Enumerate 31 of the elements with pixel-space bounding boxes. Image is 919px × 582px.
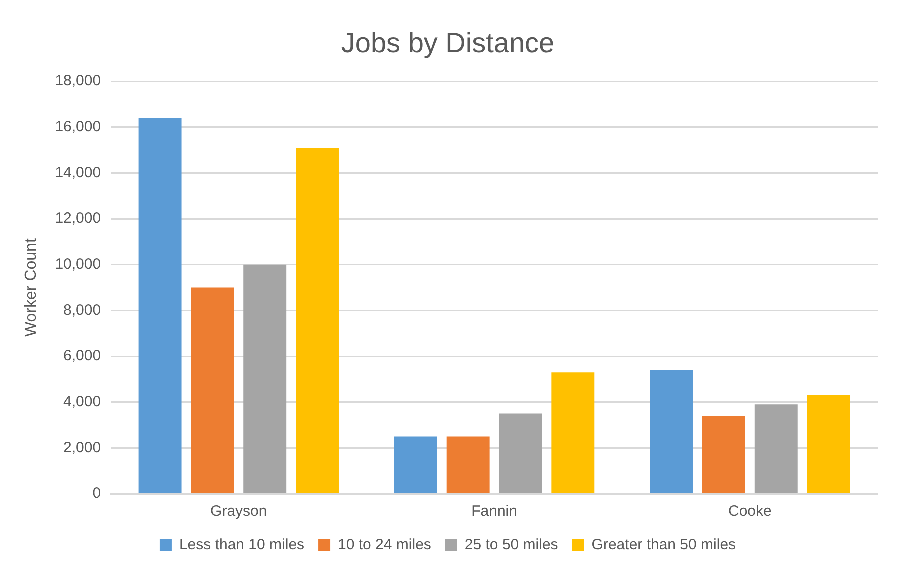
bar — [191, 288, 234, 494]
bar — [499, 414, 542, 494]
legend-label: 10 to 24 miles — [338, 536, 432, 554]
y-tick-label: 0 — [92, 485, 102, 502]
bar — [807, 395, 850, 494]
y-tick-label: 18,000 — [55, 72, 102, 90]
y-tick-label: 6,000 — [64, 348, 102, 365]
chart-title: Jobs by Distance — [341, 28, 555, 59]
y-tick-label: 14,000 — [55, 164, 102, 182]
bar — [702, 416, 746, 494]
bar — [138, 118, 182, 494]
x-tick-label: Grayson — [210, 503, 268, 520]
bar — [394, 436, 438, 494]
y-tick-label: 16,000 — [55, 118, 102, 136]
y-tick-label: 10,000 — [55, 256, 102, 274]
bar — [296, 148, 339, 494]
bar — [650, 370, 694, 494]
y-tick-label: 12,000 — [55, 210, 102, 228]
legend-label: Greater than 50 miles — [592, 536, 736, 554]
bar — [244, 264, 287, 494]
bar — [446, 436, 490, 494]
legend-label: Less than 10 miles — [179, 536, 305, 554]
y-tick-label: 8,000 — [64, 302, 102, 319]
y-axis-title: Worker Count — [23, 238, 40, 338]
x-tick-label: Fannin — [472, 503, 518, 520]
y-tick-label: 2,000 — [64, 439, 102, 456]
bar — [754, 404, 798, 494]
y-tick-label: 4,000 — [64, 393, 102, 410]
x-tick-label: Cooke — [728, 503, 772, 520]
legend-label: 25 to 50 miles — [464, 536, 558, 554]
bar — [552, 372, 595, 494]
